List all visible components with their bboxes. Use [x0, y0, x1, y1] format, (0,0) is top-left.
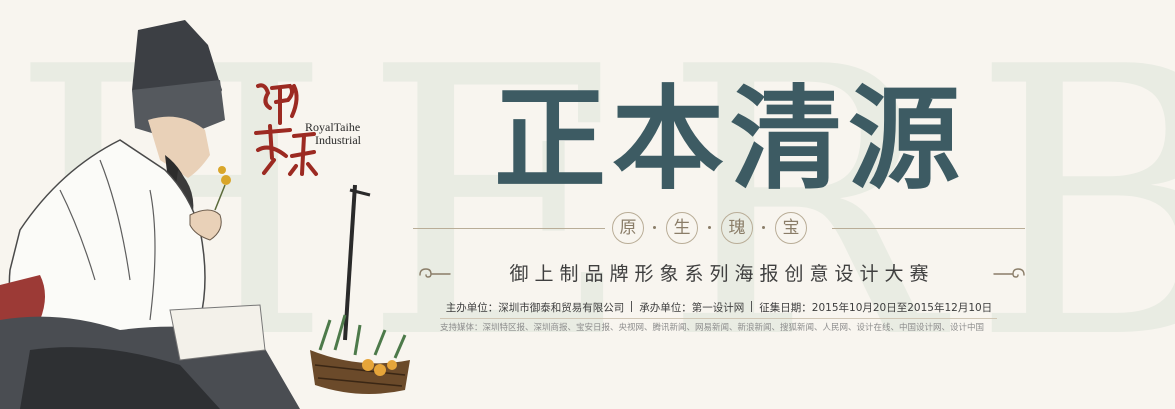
- cloud-ornament-icon: [993, 268, 1025, 278]
- info-divider: [440, 318, 997, 319]
- organizer-text: 主办单位：深圳市御泰和贸易有限公司: [445, 302, 625, 314]
- brand-logo-english: RoyalTaihe Industrial: [305, 121, 361, 147]
- subtitle: 御上制品牌形象系列海报创意设计大赛: [509, 263, 935, 285]
- collection-period-text: 征集日期：2015年10月20日至2015年12月10日: [759, 302, 993, 314]
- seal-character: 瑰: [721, 212, 753, 244]
- divider-right: [832, 228, 1025, 229]
- seal-character: 宝: [775, 212, 807, 244]
- seal-separator-dot: [708, 226, 711, 229]
- divider-left: [413, 228, 605, 229]
- seal-character: 原: [612, 212, 644, 244]
- info-separator: [631, 301, 633, 312]
- organizer-info: 主办单位：深圳市御泰和贸易有限公司 承办单位：第一设计网 征集日期：2015年10月…: [433, 300, 1005, 316]
- seal-row: 原 生 瑰 宝: [612, 212, 827, 244]
- seal-separator-dot: [762, 226, 765, 229]
- seal-separator-dot: [653, 226, 656, 229]
- info-separator: [751, 301, 753, 312]
- main-title: 正本清源: [494, 75, 966, 205]
- supporting-media: 支持媒体：深圳特区报、深圳商报、宝安日报、央视网、腾讯新闻、网易新闻、新浪新闻、…: [440, 323, 985, 333]
- brand-name-line1: RoyalTaihe: [305, 120, 361, 134]
- co-organizer-text: 承办单位：第一设计网: [639, 302, 745, 314]
- brand-logo: RoyalTaihe Industrial: [250, 78, 370, 178]
- seal-character: 生: [666, 212, 698, 244]
- brand-name-line2: Industrial: [315, 133, 361, 147]
- brand-logo-calligraphy: [254, 83, 318, 176]
- cloud-ornament-icon: [419, 268, 451, 278]
- scholar-ink-painting: [0, 20, 410, 409]
